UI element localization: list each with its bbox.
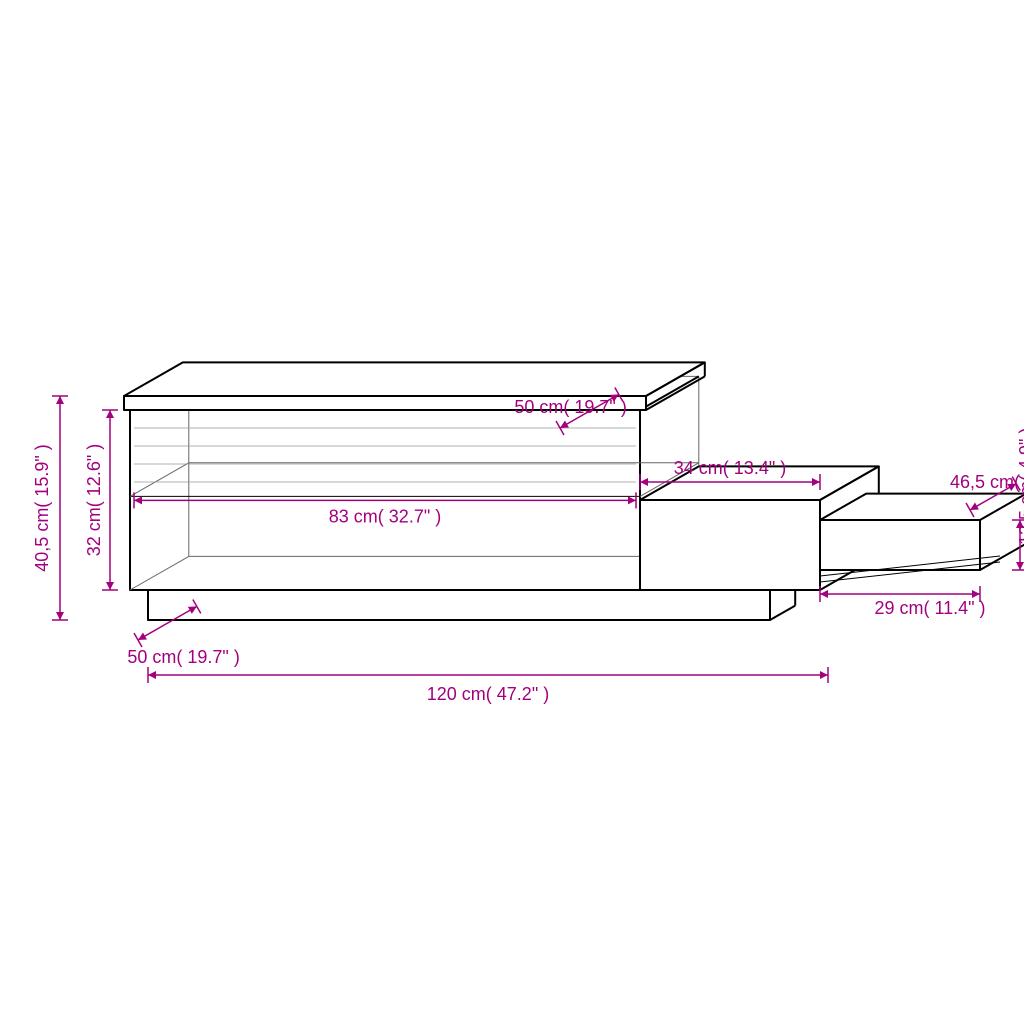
dim-depth-top: 50 cm( 19.7" ) (514, 397, 626, 417)
dim-drawer-height: 12,5 cm( 4.9" ) (1016, 428, 1024, 545)
dim-width-drawer: 34 cm( 13.4" ) (674, 458, 786, 478)
dim-depth-left: 50 cm( 19.7" ) (127, 647, 239, 667)
dim-height-inner: 32 cm( 12.6" ) (84, 444, 104, 556)
dim-width-shelf: 83 cm( 32.7" ) (329, 506, 441, 526)
dim-drawer-depth: 46,5 cm( 18.3" ) (950, 472, 1024, 492)
dim-height-total: 40,5 cm( 15.9" ) (32, 444, 52, 571)
dim-width-total: 120 cm( 47.2" ) (427, 684, 549, 704)
dim-drawer-inner-width: 29 cm( 11.4" ) (874, 598, 985, 618)
